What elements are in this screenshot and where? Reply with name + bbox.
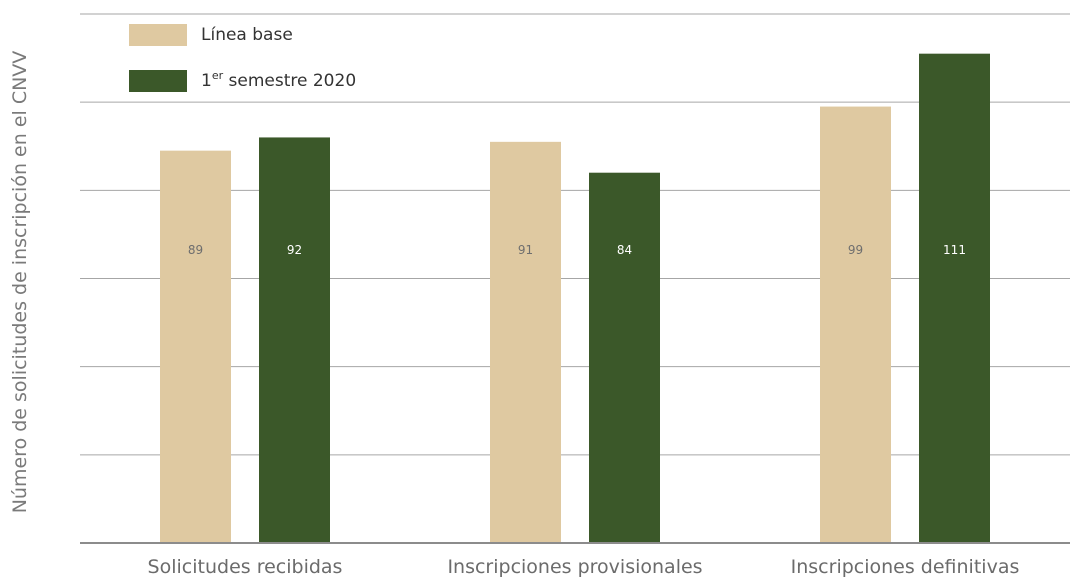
value-label-inscripciones-provisionales-1er-semestre-2020: 84 [617, 243, 632, 257]
legend-label-1er-semestre-2020: 1er semestre 2020 [201, 69, 356, 91]
legend-swatch-linea-base [129, 24, 187, 46]
value-labels: 89 92 91 84 99 111 [188, 243, 966, 257]
value-label-inscripciones-provisionales-linea-base: 91 [518, 243, 533, 257]
category-label-inscripciones-provisionales: Inscripciones provisionales [447, 556, 702, 578]
gridlines [80, 13, 1070, 456]
legend-label-linea-base: Línea base [201, 25, 293, 45]
value-label-solicitudes-recibidas-1er-semestre-2020: 92 [287, 243, 302, 257]
bar-inscripciones-definitivas-1er-semestre-2020 [919, 53, 990, 544]
bar-solicitudes-recibidas-1er-semestre-2020 [259, 137, 330, 543]
legend: Línea base 1er semestre 2020 [129, 24, 356, 92]
y-axis-title: Número de solicitudes de inscripción en … [9, 51, 31, 514]
bar-inscripciones-provisionales-linea-base [490, 141, 561, 543]
bar-inscripciones-provisionales-1er-semestre-2020 [589, 172, 660, 543]
value-label-inscripciones-definitivas-linea-base: 99 [848, 243, 863, 257]
legend-swatch-1er-semestre-2020 [129, 70, 187, 92]
value-label-solicitudes-recibidas-linea-base: 89 [188, 243, 203, 257]
bar-inscripciones-definitivas-linea-base [820, 106, 891, 543]
value-label-inscripciones-definitivas-1er-semestre-2020: 111 [943, 243, 966, 257]
category-labels: Solicitudes recibidas Inscripciones provi… [148, 556, 1020, 578]
category-label-inscripciones-definitivas: Inscripciones definitivas [791, 556, 1020, 578]
category-label-solicitudes-recibidas: Solicitudes recibidas [148, 556, 343, 578]
bars [160, 53, 990, 544]
bar-solicitudes-recibidas-linea-base [160, 150, 231, 544]
